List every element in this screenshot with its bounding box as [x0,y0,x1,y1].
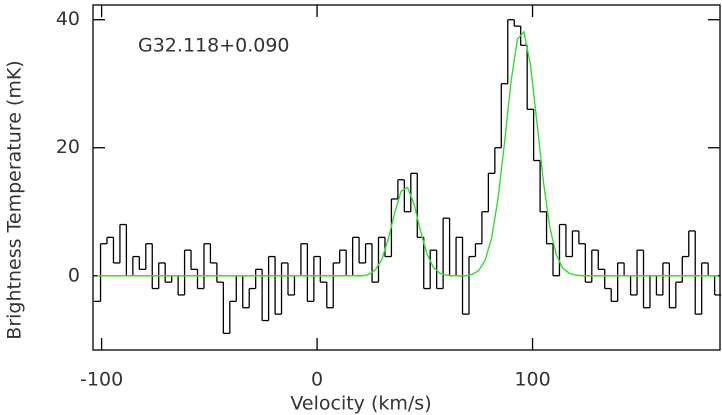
y-tick-label: 0 [68,264,80,286]
x-tick-label: 0 [311,369,323,391]
x-tick-label: -100 [80,369,123,391]
x-axis-label: Velocity (km/s) [290,393,431,415]
y-tick-label: 40 [56,8,80,30]
x-tick-label: 100 [514,369,550,391]
fit-line [97,30,718,277]
y-axis-label: Brightness Temperature (mK) [4,60,26,339]
y-tick-label: 20 [56,136,80,158]
plot-frame [92,4,721,351]
annotation: G32.118+0.090 [138,35,290,57]
